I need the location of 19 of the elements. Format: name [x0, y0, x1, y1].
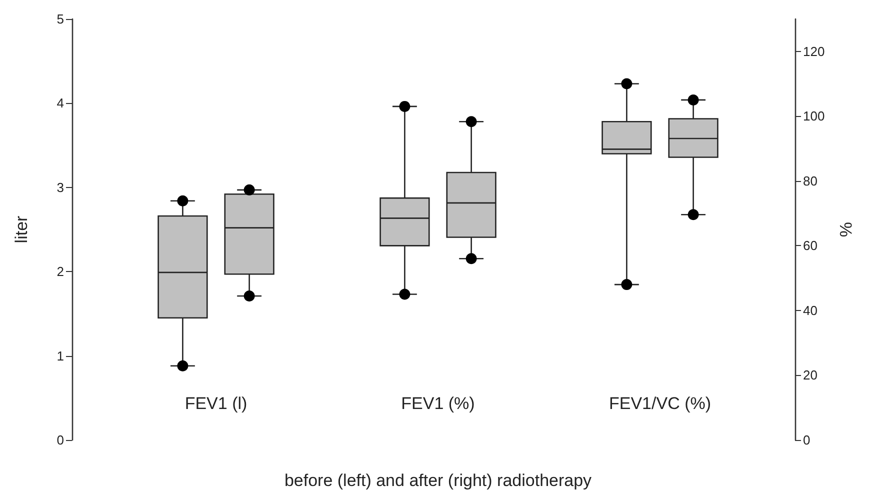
y2-tick-label: 40 — [803, 302, 818, 318]
y2-tick-label: 0 — [803, 432, 810, 448]
x-tick-label: FEV1/VC (%) — [608, 394, 712, 413]
y2-tick-label: 120 — [803, 44, 825, 59]
y2-tick-label: 80 — [803, 173, 818, 188]
y2-tick-label: 100 — [803, 108, 825, 124]
x-tick-label: FEV1 (%) — [401, 394, 475, 413]
y2-axis-title: % — [836, 222, 855, 238]
y-axis-title: liter — [12, 215, 31, 244]
x-axis-title: before (left) and after (right) radiotherapy — [284, 471, 592, 490]
y-tick-label: 0 — [56, 432, 64, 448]
y2-tick-label: 20 — [803, 368, 818, 383]
x-tick-label: FEV1 (l) — [184, 394, 248, 413]
y-tick-label: 5 — [56, 12, 64, 26]
y-tick-label: 4 — [56, 96, 64, 111]
y2-tick-label: 60 — [803, 238, 818, 254]
y-tick-label: 1 — [56, 348, 64, 364]
y-tick-label: 3 — [56, 180, 64, 195]
y-tick-label: 2 — [56, 264, 64, 280]
